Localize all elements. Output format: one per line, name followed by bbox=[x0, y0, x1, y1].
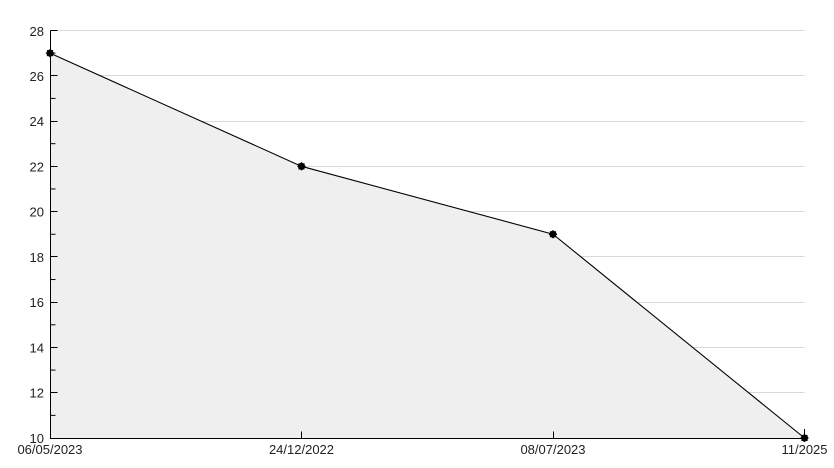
svg-text:06/05/2023: 06/05/2023 bbox=[17, 442, 82, 457]
svg-text:18: 18 bbox=[30, 250, 44, 265]
svg-text:14: 14 bbox=[30, 340, 44, 355]
svg-text:24: 24 bbox=[30, 114, 44, 129]
svg-text:24/12/2022: 24/12/2022 bbox=[269, 442, 334, 457]
svg-text:26: 26 bbox=[30, 69, 44, 84]
svg-text:20: 20 bbox=[30, 205, 44, 220]
svg-text:16: 16 bbox=[30, 295, 44, 310]
svg-text:28: 28 bbox=[30, 24, 44, 39]
svg-text:11/2025: 11/2025 bbox=[781, 442, 827, 457]
svg-text:08/07/2023: 08/07/2023 bbox=[520, 442, 585, 457]
svg-text:22: 22 bbox=[30, 159, 44, 174]
svg-text:12: 12 bbox=[30, 386, 44, 401]
